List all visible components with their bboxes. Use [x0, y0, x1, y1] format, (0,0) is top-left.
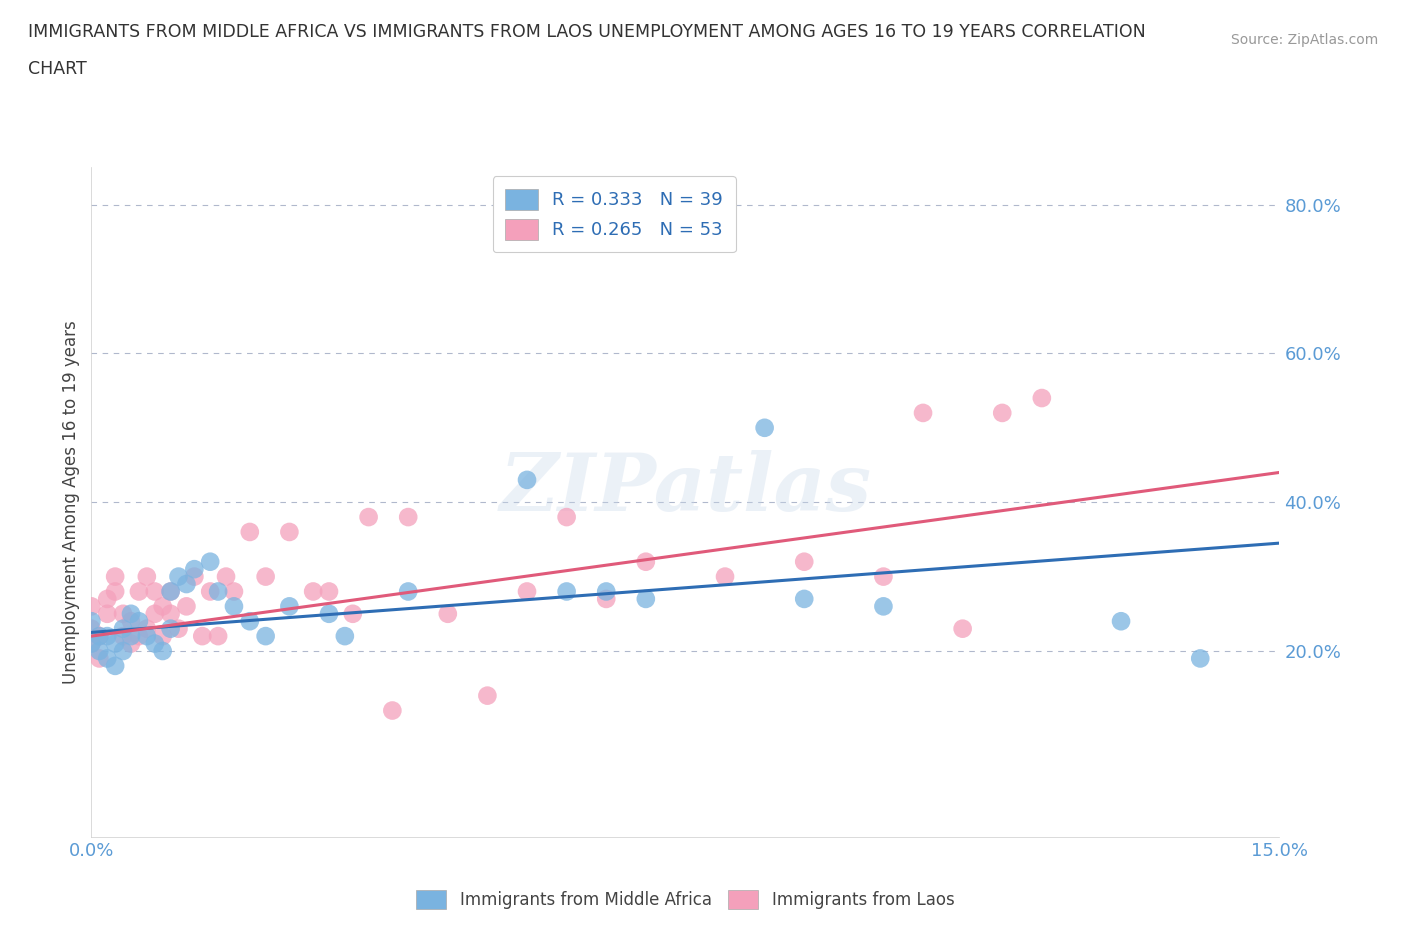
Point	[634, 591, 657, 606]
Point	[396, 584, 419, 599]
Point	[302, 584, 325, 599]
Text: ZIPatlas: ZIPatlas	[499, 450, 872, 527]
Point	[318, 606, 340, 621]
Point	[96, 606, 118, 621]
Point	[318, 584, 340, 599]
Point	[96, 629, 118, 644]
Point	[135, 621, 157, 636]
Point	[183, 562, 205, 577]
Point	[254, 569, 277, 584]
Point	[477, 688, 499, 703]
Point	[135, 569, 157, 584]
Point	[143, 584, 166, 599]
Point	[89, 651, 111, 666]
Point	[89, 644, 111, 658]
Point	[80, 636, 103, 651]
Point	[112, 644, 135, 658]
Point	[555, 510, 578, 525]
Point	[104, 636, 127, 651]
Point	[436, 606, 458, 621]
Point	[952, 621, 974, 636]
Point	[152, 629, 174, 644]
Point	[143, 606, 166, 621]
Y-axis label: Unemployment Among Ages 16 to 19 years: Unemployment Among Ages 16 to 19 years	[62, 320, 80, 684]
Point	[128, 614, 150, 629]
Point	[215, 569, 238, 584]
Point	[239, 614, 262, 629]
Point	[595, 584, 617, 599]
Point	[222, 584, 245, 599]
Point	[516, 472, 538, 487]
Point	[112, 621, 135, 636]
Point	[1109, 614, 1132, 629]
Point	[714, 569, 737, 584]
Point	[333, 629, 356, 644]
Point	[222, 599, 245, 614]
Point	[191, 629, 214, 644]
Point	[80, 614, 103, 629]
Point	[200, 584, 222, 599]
Text: IMMIGRANTS FROM MIDDLE AFRICA VS IMMIGRANTS FROM LAOS UNEMPLOYMENT AMONG AGES 16: IMMIGRANTS FROM MIDDLE AFRICA VS IMMIGRA…	[28, 23, 1146, 41]
Text: CHART: CHART	[28, 60, 87, 78]
Point	[120, 606, 142, 621]
Point	[634, 554, 657, 569]
Legend: Immigrants from Middle Africa, Immigrants from Laos: Immigrants from Middle Africa, Immigrant…	[409, 884, 962, 916]
Point	[991, 405, 1014, 420]
Point	[872, 599, 894, 614]
Point	[80, 599, 103, 614]
Point	[159, 621, 181, 636]
Point	[89, 629, 111, 644]
Point	[1189, 651, 1212, 666]
Point	[176, 599, 198, 614]
Point	[135, 629, 157, 644]
Point	[254, 629, 277, 644]
Point	[159, 584, 181, 599]
Point	[80, 621, 103, 636]
Point	[1031, 391, 1053, 405]
Point	[183, 569, 205, 584]
Point	[200, 554, 222, 569]
Point	[143, 636, 166, 651]
Point	[793, 591, 815, 606]
Point	[112, 629, 135, 644]
Point	[112, 606, 135, 621]
Text: Source: ZipAtlas.com: Source: ZipAtlas.com	[1230, 33, 1378, 46]
Point	[120, 629, 142, 644]
Point	[207, 629, 229, 644]
Point	[120, 614, 142, 629]
Point	[104, 569, 127, 584]
Point	[872, 569, 894, 584]
Point	[128, 629, 150, 644]
Point	[342, 606, 364, 621]
Point	[278, 599, 301, 614]
Point	[104, 658, 127, 673]
Point	[207, 584, 229, 599]
Point	[793, 554, 815, 569]
Point	[89, 629, 111, 644]
Point	[516, 584, 538, 599]
Point	[239, 525, 262, 539]
Point	[96, 651, 118, 666]
Point	[159, 606, 181, 621]
Point	[381, 703, 404, 718]
Point	[396, 510, 419, 525]
Point	[176, 577, 198, 591]
Point	[152, 644, 174, 658]
Point	[120, 636, 142, 651]
Point	[754, 420, 776, 435]
Point	[595, 591, 617, 606]
Point	[167, 621, 190, 636]
Point	[911, 405, 934, 420]
Point	[104, 584, 127, 599]
Point	[80, 636, 103, 651]
Point	[555, 584, 578, 599]
Point	[357, 510, 380, 525]
Point	[278, 525, 301, 539]
Point	[159, 584, 181, 599]
Point	[128, 584, 150, 599]
Point	[167, 569, 190, 584]
Point	[152, 599, 174, 614]
Point	[96, 591, 118, 606]
